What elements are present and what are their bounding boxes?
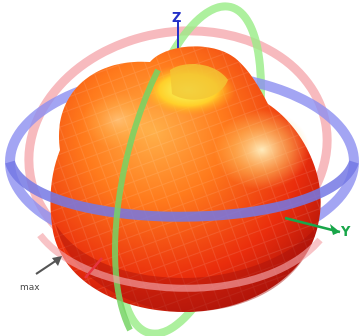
lobe-notch xyxy=(170,64,228,100)
y-axis-line xyxy=(284,216,341,234)
ring-front-group xyxy=(5,68,359,332)
x-axis-line xyxy=(84,257,103,279)
y-axis-label: Y xyxy=(340,225,351,240)
ring-green-front xyxy=(112,68,161,332)
max-label: max xyxy=(20,283,40,293)
arrow-icon xyxy=(52,256,62,266)
ring-blue-front xyxy=(5,159,359,222)
y-axis-arrowhead xyxy=(330,224,340,235)
ring-pink-front xyxy=(37,232,323,292)
lobe-highlight xyxy=(214,110,310,190)
z-axis-label: Z xyxy=(172,11,181,26)
